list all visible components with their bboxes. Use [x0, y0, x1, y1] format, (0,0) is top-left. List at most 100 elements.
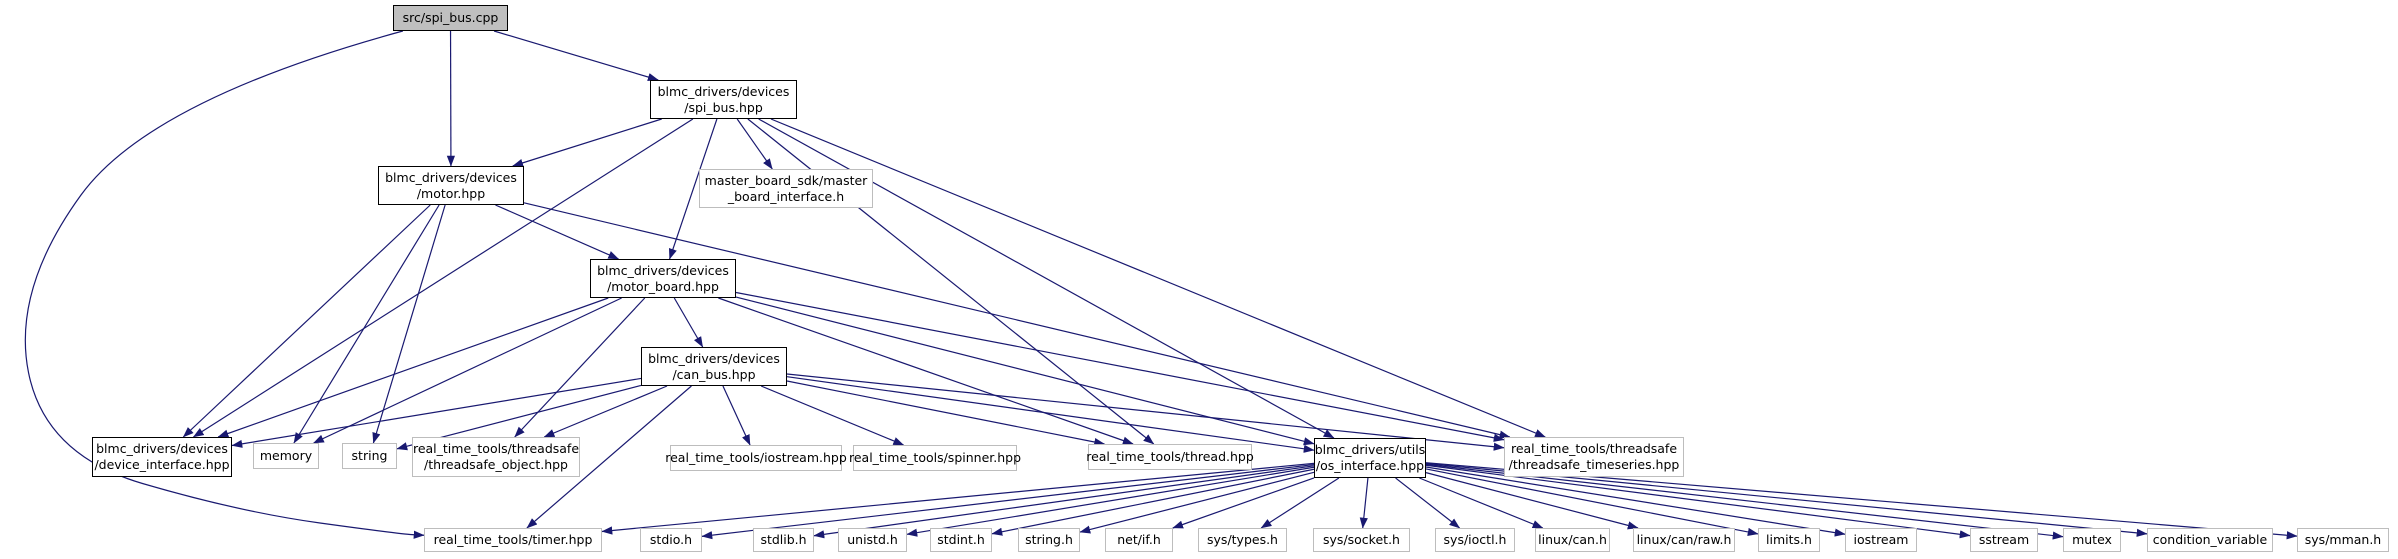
edge-os_interface-to-unistd: [906, 466, 1315, 537]
graph-node-spi_bus-label-0: blmc_drivers/devices: [657, 83, 790, 99]
edge-can_bus-to-os_interface: [786, 376, 1315, 453]
edge-can_bus-to-device_interface: [231, 377, 642, 448]
graph-node-motor_board-label-1: /motor_board.hpp: [607, 278, 719, 294]
graph-node-motor-label-0: blmc_drivers/devices: [385, 169, 517, 185]
graph-node-ts_object: real_time_tools/threadsafe/threadsafe_ob…: [412, 437, 580, 477]
graph-node-os_interface-label-0: blmc_drivers/utils: [1314, 442, 1426, 457]
graph-node-rtt_thread-label-0: real_time_tools/thread.hpp: [1086, 449, 1254, 464]
graph-node-motor[interactable]: blmc_drivers/devices/motor.hpp: [378, 166, 524, 205]
edge-motor-to-string_mem: [372, 204, 446, 444]
graph-node-cond_var: condition_variable: [2147, 528, 2273, 552]
graph-node-device_interface[interactable]: blmc_drivers/devices/device_interface.hp…: [92, 437, 232, 477]
edge-motor-to-device_interface: [182, 204, 431, 438]
edge-spi_bus-to-ts_timeseries: [770, 118, 1546, 438]
graph-node-sys_mman-label-0: sys/mman.h: [2304, 532, 2382, 547]
edge-motor_board-to-device_interface: [217, 297, 609, 438]
graph-node-memory-label-0: memory: [259, 448, 313, 463]
edge-src-to-timer: [24, 30, 425, 539]
edge-os_interface-to-stdio: [701, 463, 1315, 540]
graph-node-timer: real_time_tools/timer.hpp: [424, 528, 602, 552]
edge-os_interface-to-timer: [601, 462, 1315, 535]
edge-spi_bus-to-motor_board: [668, 118, 718, 260]
graph-node-sys_ioctl-label-0: sys/ioctl.h: [1443, 532, 1507, 547]
graph-node-iostream_std-label-0: iostream: [1853, 532, 1909, 547]
edge-spi_bus-to-device_interface: [192, 118, 694, 438]
graph-node-motor-label-1: /motor.hpp: [416, 185, 486, 201]
edge-can_bus-to-rtt_iostream: [722, 385, 751, 446]
edge-os_interface-to-sys_ioctl: [1395, 477, 1461, 529]
graph-node-unistd-label-0: unistd.h: [847, 532, 898, 547]
edge-motor_board-to-rtt_thread: [718, 297, 1134, 445]
graph-node-ts_object-label-0: real_time_tools/threadsafe: [412, 441, 580, 456]
graph-node-iostream_std: iostream: [1845, 528, 1917, 552]
graph-node-spi_bus-label-1: /spi_bus.hpp: [684, 99, 763, 115]
graph-node-mutex: mutex: [2063, 528, 2121, 552]
graph-node-src-label-0: src/spi_bus.cpp: [402, 10, 499, 25]
edge-can_bus-to-rtt_spinner: [760, 385, 905, 446]
graph-node-string_h-label-0: string.h: [1025, 532, 1073, 547]
edge-os_interface-to-netif: [1172, 477, 1315, 529]
graph-node-stdlib: stdlib.h: [753, 528, 814, 552]
edge-src-to-spi_bus: [493, 30, 659, 81]
edge-spi_bus-to-master_board: [736, 118, 773, 170]
graph-node-sys_types-label-0: sys/types.h: [1207, 532, 1278, 547]
graph-node-stdio-label-0: stdio.h: [649, 532, 693, 547]
edge-os_interface-to-linux_can_raw: [1425, 472, 1639, 530]
graph-node-unistd: unistd.h: [838, 528, 907, 552]
edge-os_interface-to-iostream_std: [1425, 466, 1846, 537]
graph-node-stdint: stdint.h: [930, 528, 992, 552]
graph-node-device_interface-label-0: blmc_drivers/devices: [96, 441, 228, 456]
edge-motor_board-to-os_interface: [735, 296, 1315, 446]
edge-os_interface-to-sys_types: [1260, 477, 1340, 529]
graph-node-string_mem: string: [342, 443, 397, 469]
graph-node-netif: net/if.h: [1105, 528, 1173, 552]
edge-spi_bus-to-motor: [512, 118, 662, 167]
graph-node-rtt_spinner-label-0: real_time_tools/spinner.hpp: [848, 450, 1022, 465]
edge-motor-to-motor_board: [495, 204, 620, 260]
graph-node-can_bus-label-1: /can_bus.hpp: [672, 366, 756, 382]
edge-os_interface-to-sys_socket: [1359, 477, 1369, 529]
edge-can_bus-to-ts_object: [543, 385, 668, 438]
graph-node-device_interface-label-1: /device_interface.hpp: [94, 457, 230, 472]
graph-node-ts_timeseries-label-1: /threadsafe_timeseries.hpp: [1508, 457, 1680, 472]
graph-node-stdio: stdio.h: [640, 528, 702, 552]
graph-node-sys_mman: sys/mman.h: [2297, 528, 2389, 552]
graph-node-mutex-label-0: mutex: [2072, 532, 2112, 547]
graph-node-rtt_iostream-label-0: real_time_tools/iostream.hpp: [665, 450, 847, 465]
graph-node-sstream-label-0: sstream: [1978, 532, 2030, 547]
graph-node-ts_timeseries: real_time_tools/threadsafe/threadsafe_ti…: [1504, 437, 1684, 477]
edge-os_interface-to-linux_can: [1419, 477, 1544, 529]
graph-node-ts_timeseries-label-0: real_time_tools/threadsafe: [1510, 441, 1678, 456]
graph-node-limits: limits.h: [1758, 528, 1820, 552]
graph-node-rtt_spinner: real_time_tools/spinner.hpp: [849, 445, 1021, 471]
edge-can_bus-to-ts_timeseries: [786, 373, 1505, 451]
graph-node-can_bus-label-0: blmc_drivers/devices: [648, 350, 780, 366]
graph-node-memory: memory: [253, 443, 319, 469]
graph-node-netif-label-0: net/if.h: [1117, 532, 1161, 547]
graph-node-os_interface-label-1: /os_interface.hpp: [1315, 458, 1425, 473]
graph-node-master_board-label-1: _board_interface.h: [727, 188, 845, 204]
graph-node-can_bus[interactable]: blmc_drivers/devices/can_bus.hpp: [641, 347, 787, 386]
graph-node-spi_bus[interactable]: blmc_drivers/devices/spi_bus.hpp: [650, 80, 797, 119]
edge-os_interface-to-stdlib: [813, 465, 1315, 539]
edge-can_bus-to-rtt_thread: [786, 380, 1106, 447]
graph-node-motor_board-label-0: blmc_drivers/devices: [597, 262, 729, 278]
edge-os_interface-to-limits: [1425, 468, 1759, 536]
edge-motor_board-to-can_bus: [673, 297, 704, 348]
edge-can_bus-to-timer: [526, 385, 692, 529]
graph-node-cond_var-label-0: condition_variable: [2152, 532, 2268, 547]
graph-node-rtt_iostream: real_time_tools/iostream.hpp: [665, 445, 847, 471]
graph-node-limits-label-0: limits.h: [1766, 532, 1812, 547]
edge-os_interface-to-stdint: [991, 468, 1315, 536]
graph-node-motor_board[interactable]: blmc_drivers/devices/motor_board.hpp: [590, 259, 736, 298]
graph-node-rtt_thread: real_time_tools/thread.hpp: [1086, 444, 1254, 470]
graph-node-os_interface[interactable]: blmc_drivers/utils/os_interface.hpp: [1314, 438, 1426, 478]
edge-motor_board-to-memory: [313, 297, 622, 444]
edge-motor_board-to-ts_object: [514, 297, 646, 438]
graph-node-sys_socket: sys/socket.h: [1313, 528, 1410, 552]
graph-node-linux_can: linux/can.h: [1535, 528, 1610, 552]
edge-motor_board-to-ts_timeseries: [735, 291, 1505, 442]
graph-node-linux_can_raw-label-0: linux/can/raw.h: [1636, 532, 1732, 547]
